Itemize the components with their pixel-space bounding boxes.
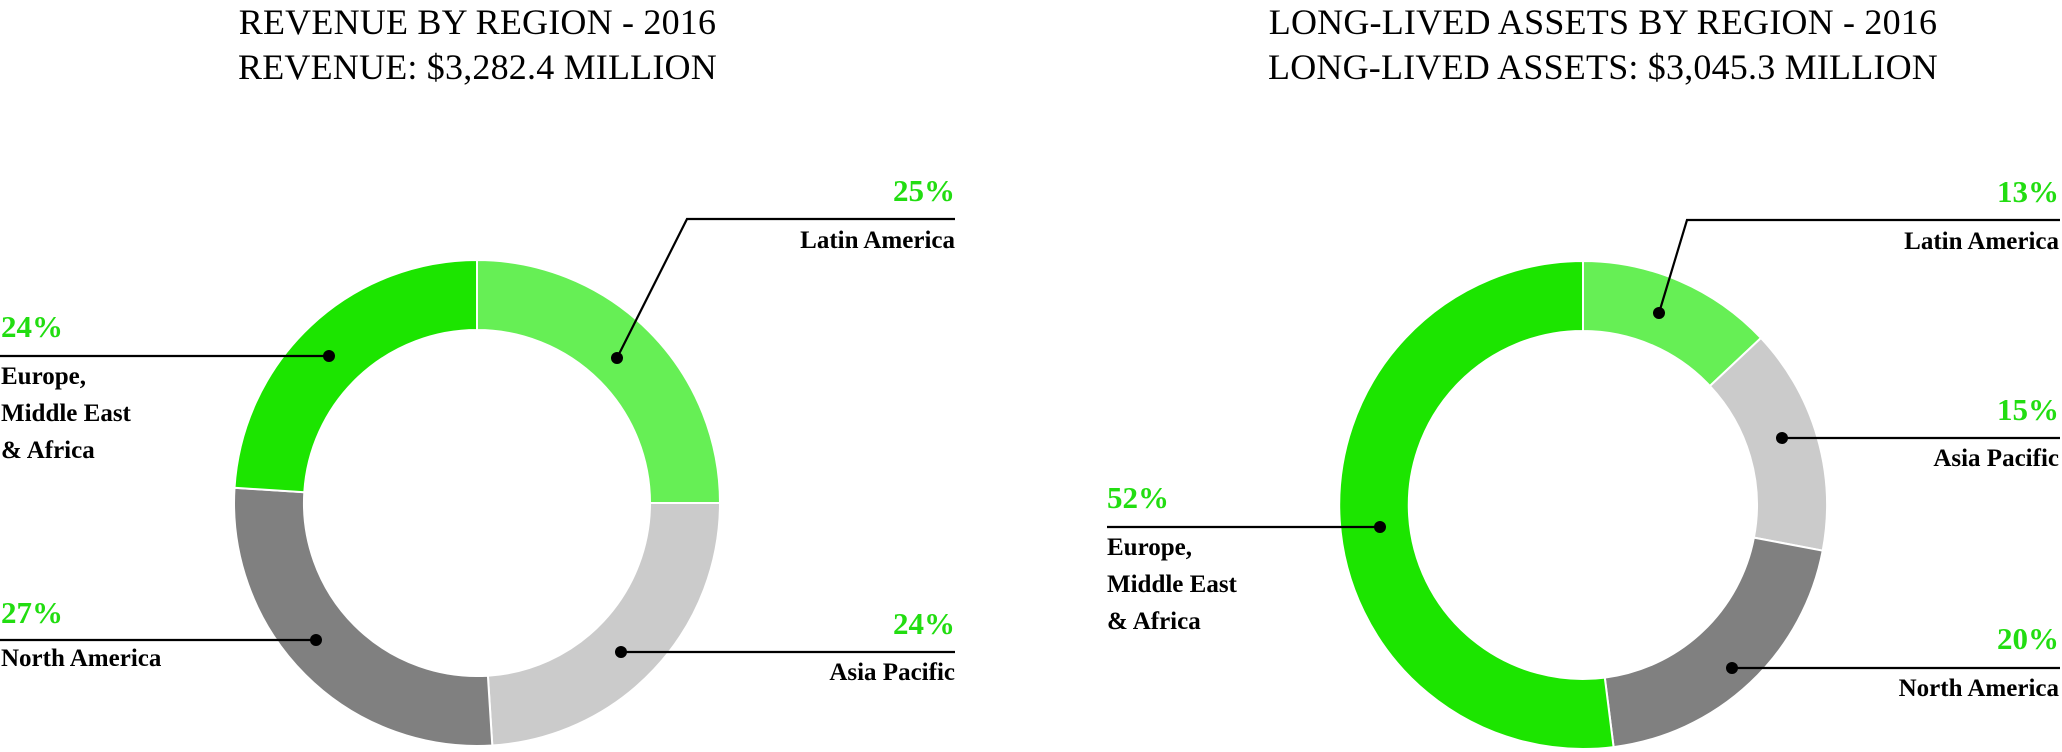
- revenue-pct-north-america: 27%: [1, 595, 63, 630]
- assets-segment-emea: [1338, 259, 1615, 750]
- assets-title-line1: LONG-LIVED ASSETS BY REGION - 2016: [1268, 2, 1938, 42]
- revenue-chart-title: REVENUE BY REGION - 2016 REVENUE: $3,282…: [0, 0, 955, 90]
- assets-label-asia-pacific: Asia Pacific: [1933, 445, 2059, 472]
- revenue-label-north-america: North America: [1, 645, 162, 672]
- revenue-chart: REVENUE BY REGION - 2016 REVENUE: $3,282…: [0, 0, 955, 747]
- revenue-pct-emea: 24%: [1, 309, 63, 344]
- assets-chart: LONG-LIVED ASSETS BY REGION - 2016 LONG-…: [1031, 0, 2062, 752]
- revenue-title-line1: REVENUE BY REGION - 2016: [238, 2, 717, 42]
- assets-donut: [1107, 218, 2060, 750]
- revenue-leader-latin-america: [616, 217, 955, 359]
- assets-chart-title: LONG-LIVED ASSETS BY REGION - 2016 LONG-…: [1147, 0, 2059, 90]
- revenue-pct-latin-america: 25%: [893, 173, 955, 208]
- revenue-dot-asia-pacific: [615, 646, 627, 658]
- assets-label-north-america: North America: [1898, 675, 2059, 702]
- assets-pct-latin-america: 13%: [1997, 174, 2059, 209]
- revenue-dot-latin-america: [611, 352, 623, 364]
- assets-label-emea: Europe, Middle East & Africa: [1107, 534, 1237, 635]
- revenue-title-line2: REVENUE: $3,282.4 MILLION: [238, 47, 717, 87]
- revenue-segment-north-america: [233, 486, 494, 747]
- assets-leader-latin-america: [1657, 218, 2060, 314]
- assets-title-line2: LONG-LIVED ASSETS: $3,045.3 MILLION: [1268, 47, 1938, 87]
- revenue-dot-emea: [323, 350, 335, 362]
- assets-dot-emea: [1374, 521, 1386, 533]
- revenue-label-asia-pacific: Asia Pacific: [829, 659, 955, 686]
- revenue-label-latin-america: Latin America: [800, 227, 955, 254]
- revenue-donut: [0, 217, 955, 747]
- assets-pct-north-america: 20%: [1997, 621, 2059, 656]
- assets-pct-emea: 52%: [1107, 480, 1169, 515]
- assets-dot-latin-america: [1653, 307, 1665, 319]
- assets-pct-asia-pacific: 15%: [1997, 392, 2059, 427]
- assets-segment-north-america: [1603, 536, 1824, 749]
- assets-dot-asia-pacific: [1776, 432, 1788, 444]
- assets-dot-north-america: [1726, 662, 1738, 674]
- revenue-segment-emea: [233, 258, 478, 494]
- revenue-label-emea: Europe, Middle East & Africa: [1, 363, 131, 464]
- revenue-pct-asia-pacific: 24%: [893, 606, 955, 641]
- revenue-dot-north-america: [310, 634, 322, 646]
- revenue-segment-latin-america: [476, 258, 722, 504]
- revenue-segment-asia-pacific: [486, 502, 722, 747]
- assets-label-latin-america: Latin America: [1904, 228, 2059, 255]
- assets-segment-asia-pacific: [1708, 336, 1828, 552]
